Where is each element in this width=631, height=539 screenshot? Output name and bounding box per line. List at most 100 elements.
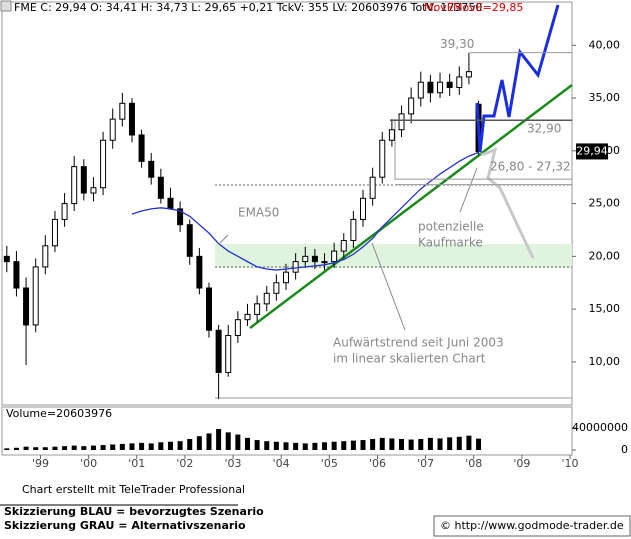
volume-bar — [206, 433, 212, 450]
price-tag — [576, 143, 608, 160]
y-tick-label: 40,00 — [589, 38, 621, 51]
candle-body — [100, 139, 107, 189]
source: © http://www.godmode-trader.de — [440, 519, 624, 532]
y-tick-label: 20,00 — [589, 249, 621, 262]
volume-bar — [312, 442, 318, 450]
gray-scenario — [480, 147, 535, 259]
candle-body — [157, 176, 164, 199]
volume-bar — [187, 438, 193, 450]
volume-bar — [341, 441, 347, 450]
candle-body — [273, 282, 280, 294]
candle-body — [138, 134, 145, 162]
volume-bar — [447, 437, 453, 450]
volume-bar — [322, 442, 328, 450]
candle-body — [42, 245, 49, 268]
candle-body — [90, 187, 97, 194]
candle-body — [51, 218, 58, 247]
candle-body — [331, 250, 338, 263]
arrow — [371, 242, 406, 331]
candle-body — [360, 197, 367, 220]
volume-bar — [235, 434, 241, 450]
volume-bar — [196, 436, 202, 450]
volume-bar — [110, 444, 116, 450]
volume-bar — [148, 443, 154, 450]
volume-bar — [254, 440, 260, 450]
candle-body — [119, 102, 126, 120]
candle-body — [398, 113, 405, 131]
arrow — [459, 167, 478, 213]
candle-body — [388, 129, 395, 141]
x-tick-label: '99 — [32, 457, 49, 470]
ema-label: EMA50 — [238, 206, 279, 220]
volume-bar — [13, 447, 19, 450]
ema-line — [131, 151, 479, 271]
volume-bar — [370, 438, 376, 450]
candle-body — [61, 203, 68, 220]
x-tick-label: '03 — [225, 457, 242, 470]
volume-bar — [90, 445, 96, 450]
header-indicator: MovE — [424, 1, 454, 14]
candle-body — [437, 81, 444, 94]
volume-tick-label: 0 — [621, 443, 628, 456]
candle-body — [263, 292, 270, 305]
volume-bar — [456, 436, 462, 450]
volume-label: Volume=20603976 — [6, 407, 112, 420]
volume-bar — [264, 441, 270, 450]
icon — [0, 0, 12, 12]
y-tick-label: 15,00 — [589, 302, 621, 315]
candle-body — [148, 160, 155, 178]
volume-bar — [139, 442, 145, 450]
volume-bar — [399, 438, 405, 450]
candle-body — [196, 255, 203, 289]
candle-body — [446, 81, 453, 88]
credit: Chart erstellt mit TeleTrader Profession… — [22, 483, 245, 496]
volume-bar — [42, 447, 48, 450]
candle-body — [427, 81, 434, 94]
annotation: im linear skalierten Chart — [333, 352, 486, 366]
legend-blue: Skizzierung BLAU = bevorzugtes Szenario — [4, 505, 264, 518]
x-tick-label: '09 — [513, 457, 530, 470]
candle-body — [244, 313, 251, 321]
candle-body — [23, 287, 30, 326]
legend-gray: Skizzierung GRAU = Alternativszenario — [4, 519, 246, 532]
y-tick-label: 25,00 — [589, 197, 621, 210]
x-tick-label: '00 — [80, 457, 97, 470]
candle-body — [456, 76, 463, 88]
volume-bar — [225, 432, 231, 450]
volume-bar — [283, 442, 289, 450]
header-indicator-value: MovE=29,85 — [453, 1, 523, 14]
plot — [3, 52, 482, 450]
x-tick-label: '02 — [176, 457, 193, 470]
header-quote: FME C: 29,94 O: 34,41 H: 34,73 L: 29,65 … — [14, 1, 482, 14]
arrow — [219, 234, 229, 244]
candle-body — [417, 81, 424, 99]
y-tick-label: 35,00 — [589, 91, 621, 104]
annotation: Aufwärtstrend seit Juni 2003 — [333, 336, 504, 350]
volume-bar — [408, 439, 414, 450]
candle-body — [215, 329, 222, 373]
volume-bar — [466, 435, 472, 450]
volume-bar — [81, 446, 87, 450]
volume-bar — [350, 440, 356, 450]
volume-bar — [244, 437, 250, 450]
volume-bar — [71, 445, 77, 450]
annotation: Kaufmarke — [418, 236, 483, 250]
volume-panel — [1, 406, 573, 456]
candle-body — [167, 197, 174, 210]
candle-body — [379, 139, 386, 178]
volume-bar — [360, 440, 366, 450]
volume-bar — [418, 438, 424, 450]
x-tick-label: '05 — [321, 457, 338, 470]
candle-body — [186, 224, 193, 257]
volume-bar — [389, 438, 395, 450]
volume-bar — [119, 443, 125, 450]
trend-line — [249, 84, 573, 329]
candle-body — [311, 255, 318, 263]
volume-bar — [129, 443, 135, 450]
volume-bar — [167, 441, 173, 450]
support-zone — [215, 244, 572, 268]
volume-bar — [379, 437, 385, 450]
volume-bar — [62, 446, 68, 450]
candle-body — [177, 208, 184, 226]
